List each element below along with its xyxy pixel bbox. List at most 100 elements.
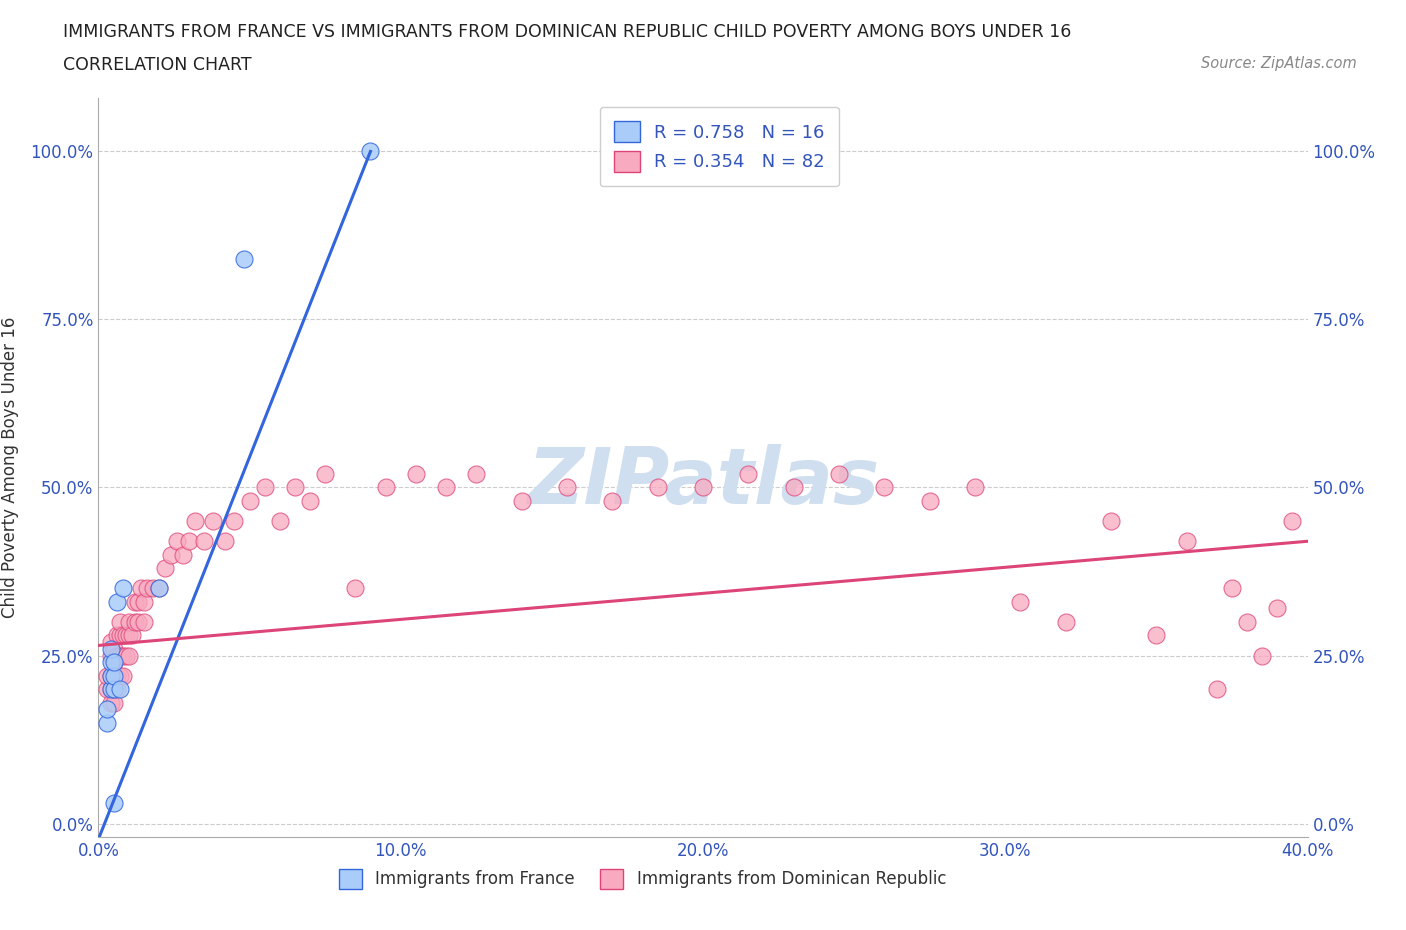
- Point: [1175, 534, 1198, 549]
- Point: [103, 655, 125, 670]
- Point: [105, 594, 128, 609]
- Point: [96, 702, 118, 717]
- Point: [647, 480, 669, 495]
- Point: [148, 581, 170, 596]
- Point: [103, 669, 125, 684]
- Point: [1054, 615, 1077, 630]
- Point: [105, 628, 128, 643]
- Point: [555, 480, 578, 495]
- Point: [142, 581, 165, 596]
- Point: [184, 513, 207, 528]
- Point: [232, 251, 254, 266]
- Point: [299, 494, 322, 509]
- Point: [100, 682, 122, 697]
- Point: [965, 480, 987, 495]
- Point: [114, 648, 136, 663]
- Point: [118, 628, 141, 643]
- Point: [100, 682, 122, 697]
- Point: [121, 628, 143, 643]
- Point: [314, 467, 336, 482]
- Point: [160, 547, 183, 562]
- Point: [96, 669, 118, 684]
- Point: [360, 144, 382, 159]
- Point: [1281, 513, 1303, 528]
- Point: [828, 467, 851, 482]
- Point: [111, 648, 134, 663]
- Point: [105, 648, 128, 663]
- Point: [1010, 594, 1032, 609]
- Point: [111, 669, 134, 684]
- Point: [269, 513, 291, 528]
- Point: [100, 648, 122, 663]
- Point: [1236, 615, 1258, 630]
- Text: CORRELATION CHART: CORRELATION CHART: [63, 56, 252, 73]
- Point: [105, 669, 128, 684]
- Point: [108, 648, 131, 663]
- Point: [111, 628, 134, 643]
- Point: [108, 628, 131, 643]
- Point: [132, 615, 155, 630]
- Point: [103, 682, 125, 697]
- Text: IMMIGRANTS FROM FRANCE VS IMMIGRANTS FROM DOMINICAN REPUBLIC CHILD POVERTY AMONG: IMMIGRANTS FROM FRANCE VS IMMIGRANTS FRO…: [63, 23, 1071, 41]
- Point: [96, 715, 118, 730]
- Point: [103, 655, 125, 670]
- Point: [166, 534, 188, 549]
- Point: [132, 594, 155, 609]
- Point: [103, 695, 125, 710]
- Point: [148, 581, 170, 596]
- Point: [127, 615, 149, 630]
- Point: [172, 547, 194, 562]
- Text: Source: ZipAtlas.com: Source: ZipAtlas.com: [1201, 56, 1357, 71]
- Point: [1099, 513, 1122, 528]
- Point: [202, 513, 225, 528]
- Point: [96, 682, 118, 697]
- Point: [344, 581, 367, 596]
- Point: [103, 796, 125, 811]
- Point: [135, 581, 157, 596]
- Point: [224, 513, 246, 528]
- Point: [214, 534, 236, 549]
- Point: [105, 682, 128, 697]
- Point: [465, 467, 488, 482]
- Point: [103, 682, 125, 697]
- Point: [108, 615, 131, 630]
- Point: [1220, 581, 1243, 596]
- Point: [111, 581, 134, 596]
- Point: [692, 480, 714, 495]
- Point: [124, 594, 146, 609]
- Y-axis label: Child Poverty Among Boys Under 16: Child Poverty Among Boys Under 16: [1, 316, 20, 618]
- Point: [153, 561, 176, 576]
- Point: [100, 634, 122, 649]
- Point: [783, 480, 806, 495]
- Point: [100, 655, 122, 670]
- Point: [100, 669, 122, 684]
- Point: [602, 494, 624, 509]
- Point: [918, 494, 941, 509]
- Point: [108, 669, 131, 684]
- Legend: Immigrants from France, Immigrants from Dominican Republic: Immigrants from France, Immigrants from …: [332, 863, 953, 896]
- Point: [179, 534, 201, 549]
- Point: [193, 534, 215, 549]
- Point: [127, 594, 149, 609]
- Point: [873, 480, 896, 495]
- Point: [405, 467, 427, 482]
- Point: [1267, 601, 1289, 616]
- Point: [108, 682, 131, 697]
- Point: [1251, 648, 1274, 663]
- Point: [103, 642, 125, 657]
- Point: [129, 581, 152, 596]
- Text: ZIPatlas: ZIPatlas: [527, 445, 879, 520]
- Point: [510, 494, 533, 509]
- Point: [100, 669, 122, 684]
- Point: [100, 642, 122, 657]
- Point: [114, 628, 136, 643]
- Point: [434, 480, 457, 495]
- Point: [239, 494, 262, 509]
- Point: [1144, 628, 1167, 643]
- Point: [124, 615, 146, 630]
- Point: [374, 480, 396, 495]
- Point: [284, 480, 307, 495]
- Point: [118, 648, 141, 663]
- Point: [253, 480, 276, 495]
- Point: [118, 615, 141, 630]
